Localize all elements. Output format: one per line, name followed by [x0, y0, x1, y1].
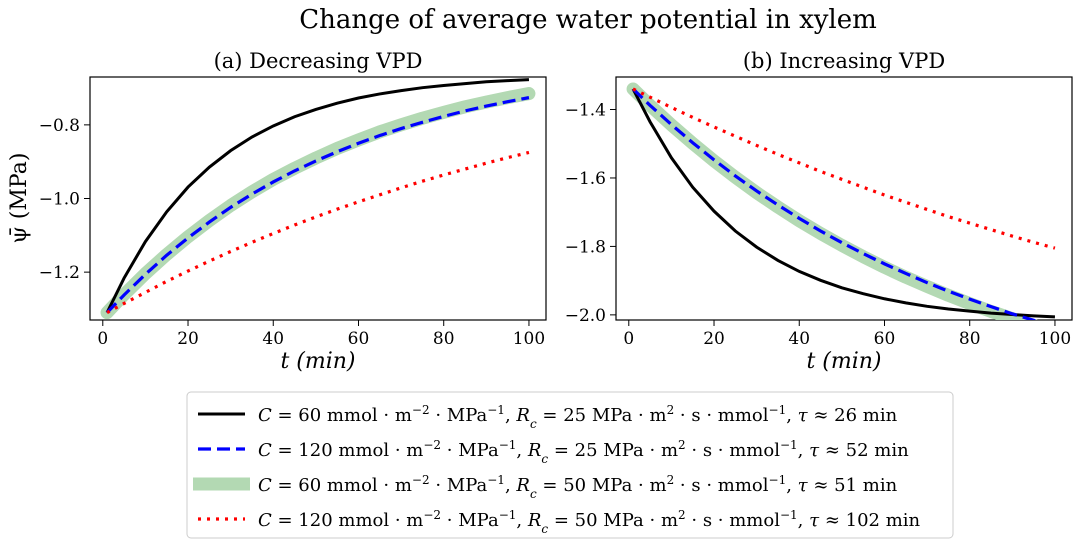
panel-a-ytick-label: −0.8 — [39, 116, 80, 136]
legend-items: C = 60 mmol · m−2 · MPa−1, Rc = 25 MPa ·… — [193, 403, 921, 536]
panel-b-xlabel: t (min) — [806, 349, 881, 374]
panel-b-ytick-label: −1.4 — [565, 101, 606, 121]
panel-a-xlabel: t (min) — [280, 349, 355, 374]
panel-a-series-s2 — [105, 96, 530, 314]
legend-entry-s4: C = 120 mmol · m−2 · MPa−1, Rc = 50 MPa … — [198, 508, 921, 536]
legend-entry-s3: C = 60 mmol · m−2 · MPa−1, Rc = 50 MPa ·… — [193, 473, 898, 501]
panel-b-ytick-label: −2.0 — [565, 306, 606, 326]
panel-a-series-s3 — [100, 87, 536, 320]
panel-b-plot: 0 20 40 60 80 100 −2.0 −1.8 −1.6 −1.4 — [565, 76, 1073, 349]
panel-b-xtick-label: 40 — [788, 329, 810, 349]
panel-a-series-group — [100, 78, 536, 320]
y-axis-label: ψ̄ (MPa) — [7, 153, 32, 244]
legend-label-s1: C = 60 mmol · m−2 · MPa−1, Rc = 25 MPa ·… — [258, 403, 898, 431]
panel-a-ytick-label: −1.0 — [39, 190, 80, 210]
legend-label-s4: C = 120 mmol · m−2 · MPa−1, Rc = 50 MPa … — [258, 508, 921, 536]
panel-b-ytick-label: −1.6 — [565, 169, 606, 189]
panel-a-frame — [89, 76, 547, 321]
panel-b-frame — [615, 76, 1073, 321]
panel-a-xtick-label: 80 — [433, 329, 455, 349]
panel-b-series-s2 — [631, 87, 1039, 320]
legend-frame — [186, 391, 954, 539]
panel-b-xtick-label: 80 — [959, 329, 981, 349]
legend: C = 60 mmol · m−2 · MPa−1, Rc = 25 MPa ·… — [186, 391, 954, 539]
panel-a-plot: 0 20 40 60 80 100 −1.2 −1.0 −0.8 — [39, 76, 547, 349]
panel-b-series-s1 — [631, 88, 1056, 319]
panel-a-xtick-label: 60 — [348, 329, 370, 349]
panel-b-xtick-label: 100 — [1039, 329, 1071, 349]
panel-a-xtick-label: 20 — [177, 329, 199, 349]
panel-a-series-s1 — [105, 78, 530, 314]
legend-label-s2: C = 120 mmol · m−2 · MPa−1, Rc = 25 MPa … — [258, 438, 909, 466]
panel-b-xtick-label: 0 — [623, 329, 634, 349]
panel-b: (b) Increasing VPD 0 20 40 60 80 100 −2.0 −1.8 −… — [565, 49, 1073, 374]
panel-b-series-s3 — [626, 82, 1038, 320]
panel-a-series-s4 — [106, 150, 530, 315]
panel-a-ytick-label: −1.2 — [39, 263, 80, 283]
panel-a-xtick-label: 40 — [262, 329, 284, 349]
panel-b-series-s4 — [632, 87, 1056, 250]
figure-title: Change of average water potential in xyl… — [299, 5, 877, 35]
panel-b-title: (b) Increasing VPD — [743, 49, 945, 73]
panel-b-xtick-label: 60 — [874, 329, 896, 349]
panel-b-xtick-label: 20 — [703, 329, 725, 349]
legend-entry-s2: C = 120 mmol · m−2 · MPa−1, Rc = 25 MPa … — [198, 438, 909, 466]
panel-b-ytick-label: −1.8 — [565, 237, 606, 257]
panel-a-xtick-label: 100 — [513, 329, 545, 349]
panel-b-series-group — [626, 82, 1056, 320]
panel-a-xtick-label: 0 — [97, 329, 108, 349]
panel-a: (a) Decreasing VPD 0 20 40 60 80 100 −1.2 −1.0 −… — [39, 49, 547, 374]
panel-a-title: (a) Decreasing VPD — [214, 49, 423, 73]
legend-entry-s1: C = 60 mmol · m−2 · MPa−1, Rc = 25 MPa ·… — [198, 403, 898, 431]
legend-label-s3: C = 60 mmol · m−2 · MPa−1, Rc = 50 MPa ·… — [258, 473, 898, 501]
